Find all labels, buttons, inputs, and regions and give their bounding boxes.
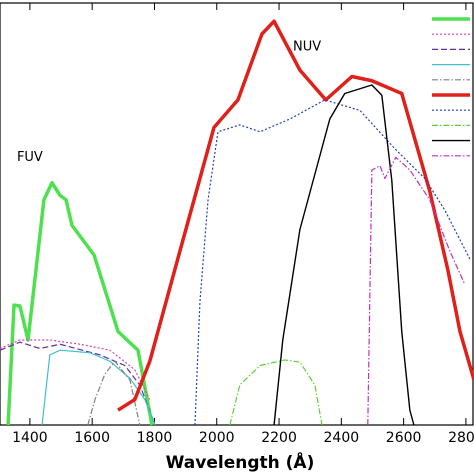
series-line [6, 181, 154, 426]
x-tick-label: 2400 [324, 430, 360, 446]
series-line [229, 359, 323, 426]
series-line [117, 19, 474, 412]
series-line [0, 339, 151, 400]
x-tick-label: 2200 [261, 430, 297, 446]
series-line [0, 341, 156, 426]
plot-frame [0, 2, 474, 426]
x-tick-label: 1400 [12, 430, 48, 446]
x-tick-label: 2600 [386, 430, 422, 446]
x-tick-label: 1600 [74, 430, 110, 446]
annotation: NUV [293, 39, 321, 54]
series-line [41, 349, 156, 426]
series-line [194, 99, 471, 426]
series-line [273, 84, 415, 426]
x-tick-label: 1800 [137, 430, 173, 446]
series-line [367, 156, 466, 426]
annotation: FUV [17, 150, 43, 165]
series-line [87, 360, 141, 426]
x-tick-label: 2800 [448, 430, 474, 446]
x-tick-label: 2000 [199, 430, 235, 446]
x-axis-label: Wavelength (Å) [166, 450, 315, 473]
